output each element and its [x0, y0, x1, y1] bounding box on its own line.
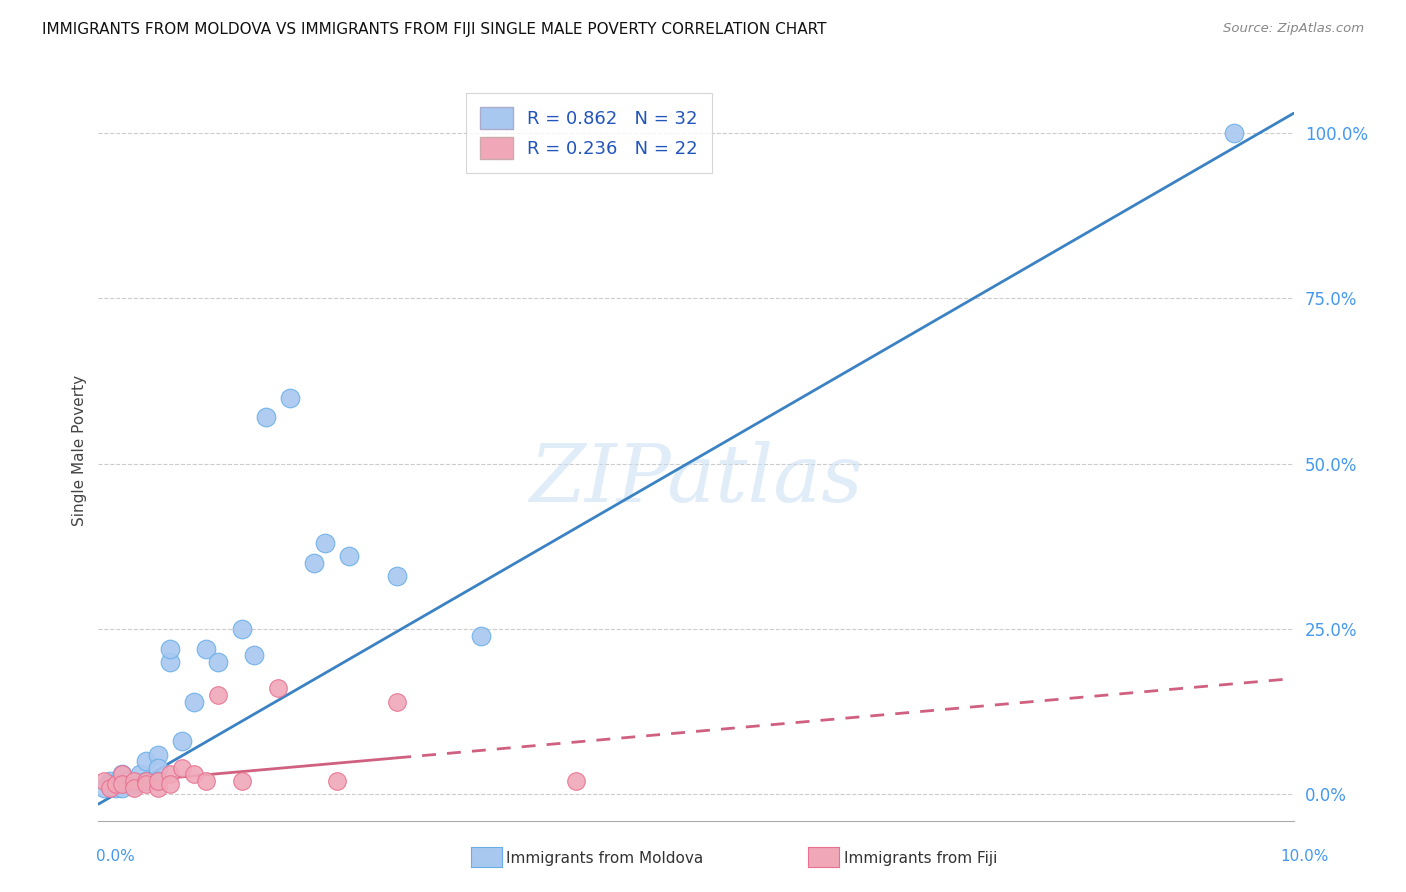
Text: ZIPatlas: ZIPatlas: [529, 442, 863, 519]
Point: [98, 774, 122, 789]
Point: [159, 767, 181, 781]
Point: [98, 780, 122, 795]
Point: [124, 777, 146, 791]
Point: [326, 774, 349, 789]
Point: [111, 767, 134, 781]
Point: [385, 569, 409, 583]
Point: [111, 767, 134, 781]
Point: [111, 774, 134, 789]
Point: [148, 774, 170, 789]
Point: [231, 774, 253, 789]
Point: [278, 391, 301, 405]
Legend: R = 0.862   N = 32, R = 0.236   N = 22: R = 0.862 N = 32, R = 0.236 N = 22: [465, 93, 713, 173]
Point: [135, 774, 157, 789]
Point: [111, 777, 134, 791]
Point: [159, 641, 181, 656]
Point: [124, 780, 146, 795]
Point: [111, 780, 134, 795]
Text: Immigrants from Moldova: Immigrants from Moldova: [506, 851, 703, 865]
Point: [315, 536, 337, 550]
Text: Immigrants from Fiji: Immigrants from Fiji: [844, 851, 997, 865]
Point: [195, 774, 218, 789]
Point: [105, 777, 128, 791]
Point: [148, 761, 170, 775]
Point: [129, 767, 152, 781]
Point: [124, 774, 146, 789]
Point: [98, 777, 122, 791]
Point: [148, 747, 170, 762]
Point: [207, 655, 229, 669]
Point: [135, 774, 157, 789]
Point: [243, 648, 266, 663]
Point: [159, 777, 181, 791]
Point: [93, 780, 115, 795]
Point: [124, 774, 146, 789]
Point: [302, 556, 325, 570]
Point: [183, 695, 205, 709]
Point: [254, 410, 277, 425]
Text: IMMIGRANTS FROM MOLDOVA VS IMMIGRANTS FROM FIJI SINGLE MALE POVERTY CORRELATION : IMMIGRANTS FROM MOLDOVA VS IMMIGRANTS FR…: [42, 22, 827, 37]
Point: [470, 629, 492, 643]
Point: [172, 734, 194, 748]
Point: [207, 688, 229, 702]
Point: [148, 780, 170, 795]
Point: [159, 655, 181, 669]
Text: 10.0%: 10.0%: [1281, 849, 1329, 864]
Point: [135, 777, 157, 791]
Point: [172, 761, 194, 775]
Point: [183, 767, 205, 781]
Text: Source: ZipAtlas.com: Source: ZipAtlas.com: [1223, 22, 1364, 36]
Point: [195, 641, 218, 656]
Point: [565, 774, 588, 789]
Point: [267, 681, 290, 696]
Point: [117, 774, 139, 789]
Point: [231, 622, 253, 636]
Point: [105, 780, 128, 795]
Point: [339, 549, 361, 564]
Point: [148, 774, 170, 789]
Point: [1223, 126, 1246, 140]
Text: 0.0%: 0.0%: [96, 849, 135, 864]
Point: [135, 754, 157, 768]
Point: [385, 695, 409, 709]
Point: [93, 774, 115, 789]
Y-axis label: Single Male Poverty: Single Male Poverty: [72, 375, 87, 526]
